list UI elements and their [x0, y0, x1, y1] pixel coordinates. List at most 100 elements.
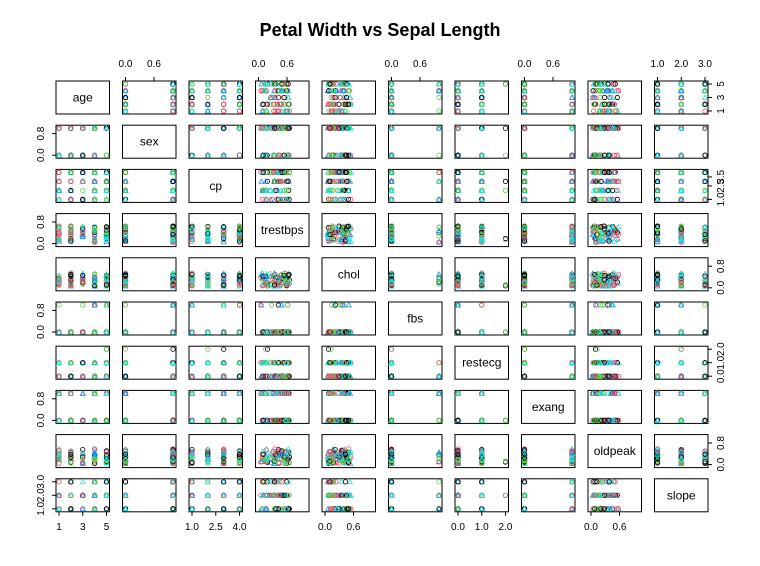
panel-frame [188, 213, 243, 248]
data-point [262, 151, 269, 158]
data-point [80, 302, 86, 308]
data-point [614, 94, 620, 101]
data-point [80, 187, 86, 193]
panel-frame [521, 124, 576, 159]
data-point [436, 152, 442, 158]
panel-frame [122, 168, 177, 203]
variable-label: cp [209, 179, 222, 193]
data-point [122, 302, 129, 308]
data-point [609, 94, 616, 100]
data-point [122, 81, 129, 87]
data-point [435, 124, 443, 131]
data-point [271, 125, 278, 131]
data-point [337, 87, 344, 94]
data-point [258, 80, 265, 87]
data-point [236, 94, 243, 101]
data-point [388, 88, 395, 94]
data-point [388, 80, 395, 87]
data-point [479, 302, 485, 308]
data-point [337, 151, 344, 158]
data-point [262, 88, 268, 94]
data-point [436, 169, 442, 175]
data-point [277, 88, 283, 94]
panel-frame [521, 80, 576, 115]
panel-grid: agesexcptrestbpscholfbsrestecgexangoldpe… [36, 59, 727, 533]
data-point [603, 101, 609, 107]
data-point [478, 107, 485, 114]
data-point [455, 108, 461, 114]
data-point [170, 94, 176, 101]
panel-frame [122, 213, 177, 248]
data-point [597, 94, 603, 101]
data-point [454, 80, 462, 87]
data-point [277, 101, 283, 107]
data-point [122, 169, 129, 175]
data-point [267, 80, 274, 87]
data-point [260, 101, 266, 107]
data-point [286, 152, 292, 158]
variable-label: sex [140, 135, 159, 149]
data-point [189, 125, 195, 131]
data-point [388, 101, 395, 107]
data-point [388, 94, 395, 101]
data-point [702, 101, 708, 107]
data-point [328, 108, 334, 114]
data-point [678, 87, 685, 94]
data-point [281, 101, 287, 107]
data-point [236, 152, 243, 158]
panel-frame [122, 257, 177, 292]
data-point [609, 87, 616, 94]
data-point [277, 107, 285, 114]
data-point [615, 88, 622, 94]
data-point [169, 80, 177, 87]
data-point [56, 302, 62, 308]
data-point [502, 329, 509, 335]
data-point [346, 88, 353, 94]
data-point [270, 101, 276, 107]
data-point [654, 107, 661, 114]
panel-frame [255, 80, 310, 115]
data-point [345, 124, 352, 131]
data-point [267, 124, 274, 131]
data-point [678, 101, 684, 107]
data-point [56, 125, 62, 131]
data-point [91, 151, 98, 158]
data-point [263, 80, 270, 87]
data-point [597, 88, 603, 94]
data-point [595, 88, 602, 94]
data-point [221, 108, 227, 114]
variable-label: fbs [407, 312, 423, 326]
data-point [326, 152, 332, 158]
data-point [276, 94, 282, 101]
data-point [329, 101, 335, 107]
panel-frame [188, 80, 243, 115]
data-point [591, 101, 597, 107]
data-point [678, 80, 685, 87]
data-point [388, 152, 395, 158]
data-point [701, 94, 709, 100]
data-point [170, 108, 176, 114]
data-point [702, 88, 708, 94]
data-point [479, 94, 485, 101]
data-point [654, 101, 661, 107]
data-point [336, 125, 342, 131]
data-point [455, 88, 461, 94]
data-point [479, 88, 485, 94]
panel-frame [188, 124, 243, 159]
data-point [333, 151, 340, 158]
data-point [188, 151, 196, 158]
data-point [345, 88, 351, 94]
data-point [221, 152, 227, 158]
data-point [258, 88, 264, 94]
data-point [611, 101, 617, 107]
data-point [599, 101, 605, 107]
data-point [702, 152, 708, 158]
data-point [283, 107, 290, 114]
data-point [342, 101, 349, 107]
data-point [170, 101, 176, 107]
data-point [92, 125, 98, 131]
data-point [502, 125, 509, 131]
data-point [479, 101, 485, 107]
data-point [330, 94, 336, 101]
panel-frame [521, 213, 576, 248]
